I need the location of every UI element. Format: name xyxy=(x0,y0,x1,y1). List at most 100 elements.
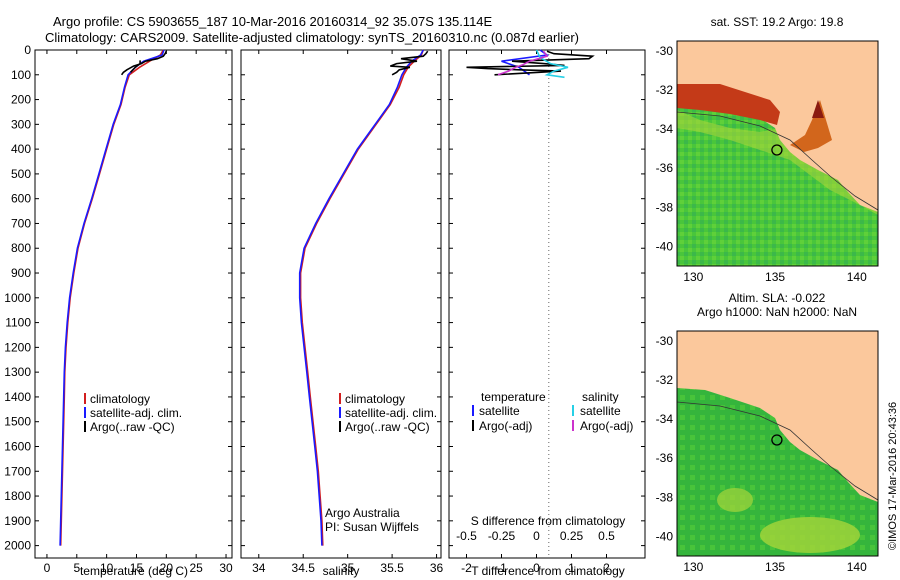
sst-hot-patch xyxy=(677,84,780,125)
sst-map-title: sat. SST: 19.2 Argo: 19.8 xyxy=(711,15,844,29)
credit-line1: Argo Australia xyxy=(325,506,400,520)
depth-tick-label: 0 xyxy=(24,43,31,57)
legend-temp-argo: Argo(-adj) xyxy=(479,419,532,433)
lat-tick-label: -38 xyxy=(656,490,674,504)
land-australia xyxy=(677,331,878,502)
lat-tick-label: -36 xyxy=(656,161,674,175)
x-tick-label: 20 xyxy=(160,561,174,575)
depth-tick-label: 1900 xyxy=(4,514,31,528)
lat-tick-label: -30 xyxy=(656,334,674,348)
series-line xyxy=(299,49,424,546)
depth-tick-label: 1100 xyxy=(5,316,31,330)
x-tick-label: -1 xyxy=(496,561,507,575)
x-tick-label: 2 xyxy=(603,561,610,575)
x-tick-label: 1 xyxy=(568,561,575,575)
plot-title-line1: Argo profile: CS 5903655_187 10-Mar-2016… xyxy=(53,14,493,29)
lat-tick-label: -30 xyxy=(656,44,674,58)
x-tick-label: 15 xyxy=(130,561,144,575)
legend-satellite: satellite-adj. clim. xyxy=(345,406,437,420)
sla-high-patch-2 xyxy=(717,488,753,512)
series-line xyxy=(59,49,165,546)
lat-tick-label: -36 xyxy=(656,451,674,465)
credit-line2: PI: Susan Wijffels xyxy=(325,520,419,534)
legend-sal-argo: Argo(-adj) xyxy=(580,419,633,433)
timestamp-stamp: ©IMOS 17-Mar-2016 20:43:36 xyxy=(887,402,899,550)
temperature-panel xyxy=(34,49,233,559)
top-tick-label: -0.5 xyxy=(456,529,477,543)
x-tick-label: 35 xyxy=(341,561,355,575)
difference-legend: temperature salinity satellite satellite… xyxy=(472,390,633,433)
lat-tick-label: -34 xyxy=(656,122,674,136)
lat-tick-label: -38 xyxy=(656,200,674,214)
legend-temperature-title: temperature xyxy=(481,390,546,404)
top-tick-label: 0.25 xyxy=(560,529,584,543)
series-line xyxy=(497,50,549,76)
x-tick-label: 5 xyxy=(73,561,80,575)
plot-title-line2: Climatology: CARS2009. Satellite-adjuste… xyxy=(45,30,580,45)
series-line xyxy=(129,60,141,73)
lat-tick-label: -32 xyxy=(656,83,674,97)
depth-tick-label: 500 xyxy=(11,167,31,181)
depth-tick-label: 100 xyxy=(11,68,31,82)
gulf-hot xyxy=(812,100,824,118)
depth-tick-label: 400 xyxy=(11,142,31,156)
lat-tick-label: -40 xyxy=(656,529,674,543)
lon-tick-label: 135 xyxy=(765,270,785,284)
sst-map-frame xyxy=(676,40,879,267)
salinity-legend: climatology satellite-adj. clim. Argo(..… xyxy=(339,392,437,434)
sst-map xyxy=(677,41,878,266)
x-tick-label: 25 xyxy=(190,561,204,575)
lon-tick-label: 130 xyxy=(683,270,703,284)
depth-tick-label: 1700 xyxy=(4,464,31,478)
lon-tick-label: 140 xyxy=(847,560,867,574)
profile-series xyxy=(59,49,595,546)
x-tick-label: 36 xyxy=(430,561,444,575)
depth-tick-label: 300 xyxy=(11,117,31,131)
temperature-legend: climatology satellite-adj. clim. Argo(..… xyxy=(84,392,182,434)
land-australia xyxy=(677,41,878,212)
depth-tick-label: 1800 xyxy=(4,489,31,503)
shelf-contour xyxy=(677,401,878,501)
depth-tick-label: 600 xyxy=(11,192,31,206)
legend-climatology: climatology xyxy=(90,392,150,406)
sla-map-frame xyxy=(676,330,879,557)
top-tick-label: -0.25 xyxy=(488,529,516,543)
series-line xyxy=(390,50,429,76)
s-difference-axis-label: S difference from climatology xyxy=(471,514,626,528)
depth-tick-label: 1000 xyxy=(4,291,31,305)
sla-high-patch xyxy=(760,517,860,553)
lon-tick-label: 140 xyxy=(847,270,867,284)
sla-map-title1: Altim. SLA: -0.022 xyxy=(729,291,826,305)
legend-sal-satellite: satellite xyxy=(580,404,621,418)
top-tick-label: 0 xyxy=(533,529,540,543)
depth-tick-label: 1600 xyxy=(4,439,31,453)
x-tick-label: 10 xyxy=(100,561,114,575)
depth-tick-label: 1500 xyxy=(4,415,31,429)
salinity-panel xyxy=(240,49,442,559)
lon-tick-label: 130 xyxy=(683,560,703,574)
x-tick-label: 30 xyxy=(219,561,233,575)
depth-tick-label: 200 xyxy=(11,93,31,107)
legend-satellite: satellite-adj. clim. xyxy=(90,406,182,420)
depth-tick-label: 1300 xyxy=(4,365,31,379)
x-tick-label: 34.5 xyxy=(292,561,316,575)
series-line xyxy=(298,49,424,546)
axis-ticks: 0100200300400500600700800900100011001200… xyxy=(4,43,867,575)
temperature-axis-label: temperature (deg C) xyxy=(80,564,188,578)
depth-tick-label: 700 xyxy=(11,216,31,230)
salinity-axis-label: salinity xyxy=(323,564,360,578)
x-tick-label: -2 xyxy=(461,561,472,575)
lat-tick-label: -32 xyxy=(656,373,674,387)
lat-tick-label: -40 xyxy=(656,239,674,253)
depth-tick-label: 1400 xyxy=(4,390,31,404)
legend-temp-satellite: satellite xyxy=(479,404,520,418)
sla-map-title2: Argo h1000: NaN h2000: NaN xyxy=(697,305,857,319)
legend-argo: Argo(..raw -QC) xyxy=(90,420,175,434)
depth-tick-label: 1200 xyxy=(4,340,31,354)
depth-tick-label: 800 xyxy=(11,241,31,255)
sla-map xyxy=(677,331,878,556)
depth-tick-label: 2000 xyxy=(4,539,31,553)
x-tick-label: 35.5 xyxy=(380,561,404,575)
x-tick-label: 0 xyxy=(533,561,540,575)
